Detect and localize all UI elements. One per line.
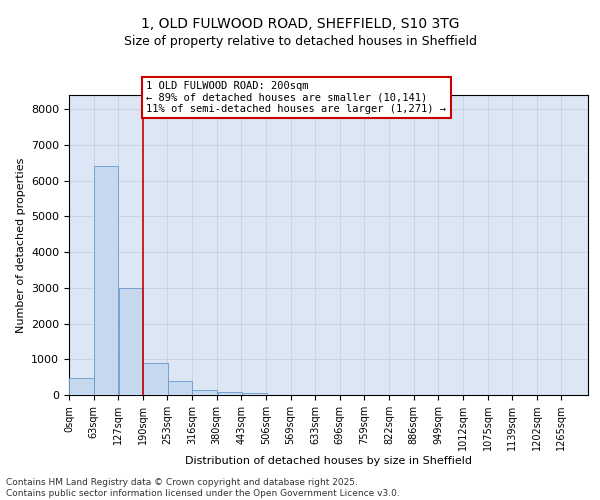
X-axis label: Distribution of detached houses by size in Sheffield: Distribution of detached houses by size … (185, 456, 472, 466)
Text: 1, OLD FULWOOD ROAD, SHEFFIELD, S10 3TG: 1, OLD FULWOOD ROAD, SHEFFIELD, S10 3TG (141, 18, 459, 32)
Y-axis label: Number of detached properties: Number of detached properties (16, 158, 26, 332)
Bar (218, 392, 242, 395)
Text: Contains HM Land Registry data © Crown copyright and database right 2025.
Contai: Contains HM Land Registry data © Crown c… (6, 478, 400, 498)
Bar (242, 393, 267, 395)
Bar (193, 390, 217, 395)
Text: 1 OLD FULWOOD ROAD: 200sqm
← 89% of detached houses are smaller (10,141)
11% of : 1 OLD FULWOOD ROAD: 200sqm ← 89% of deta… (146, 80, 446, 114)
Bar (69, 378, 94, 395)
Bar (94, 166, 118, 395)
Bar (119, 288, 143, 395)
Text: Size of property relative to detached houses in Sheffield: Size of property relative to detached ho… (124, 35, 476, 48)
Bar (143, 363, 168, 395)
Bar (168, 382, 193, 395)
